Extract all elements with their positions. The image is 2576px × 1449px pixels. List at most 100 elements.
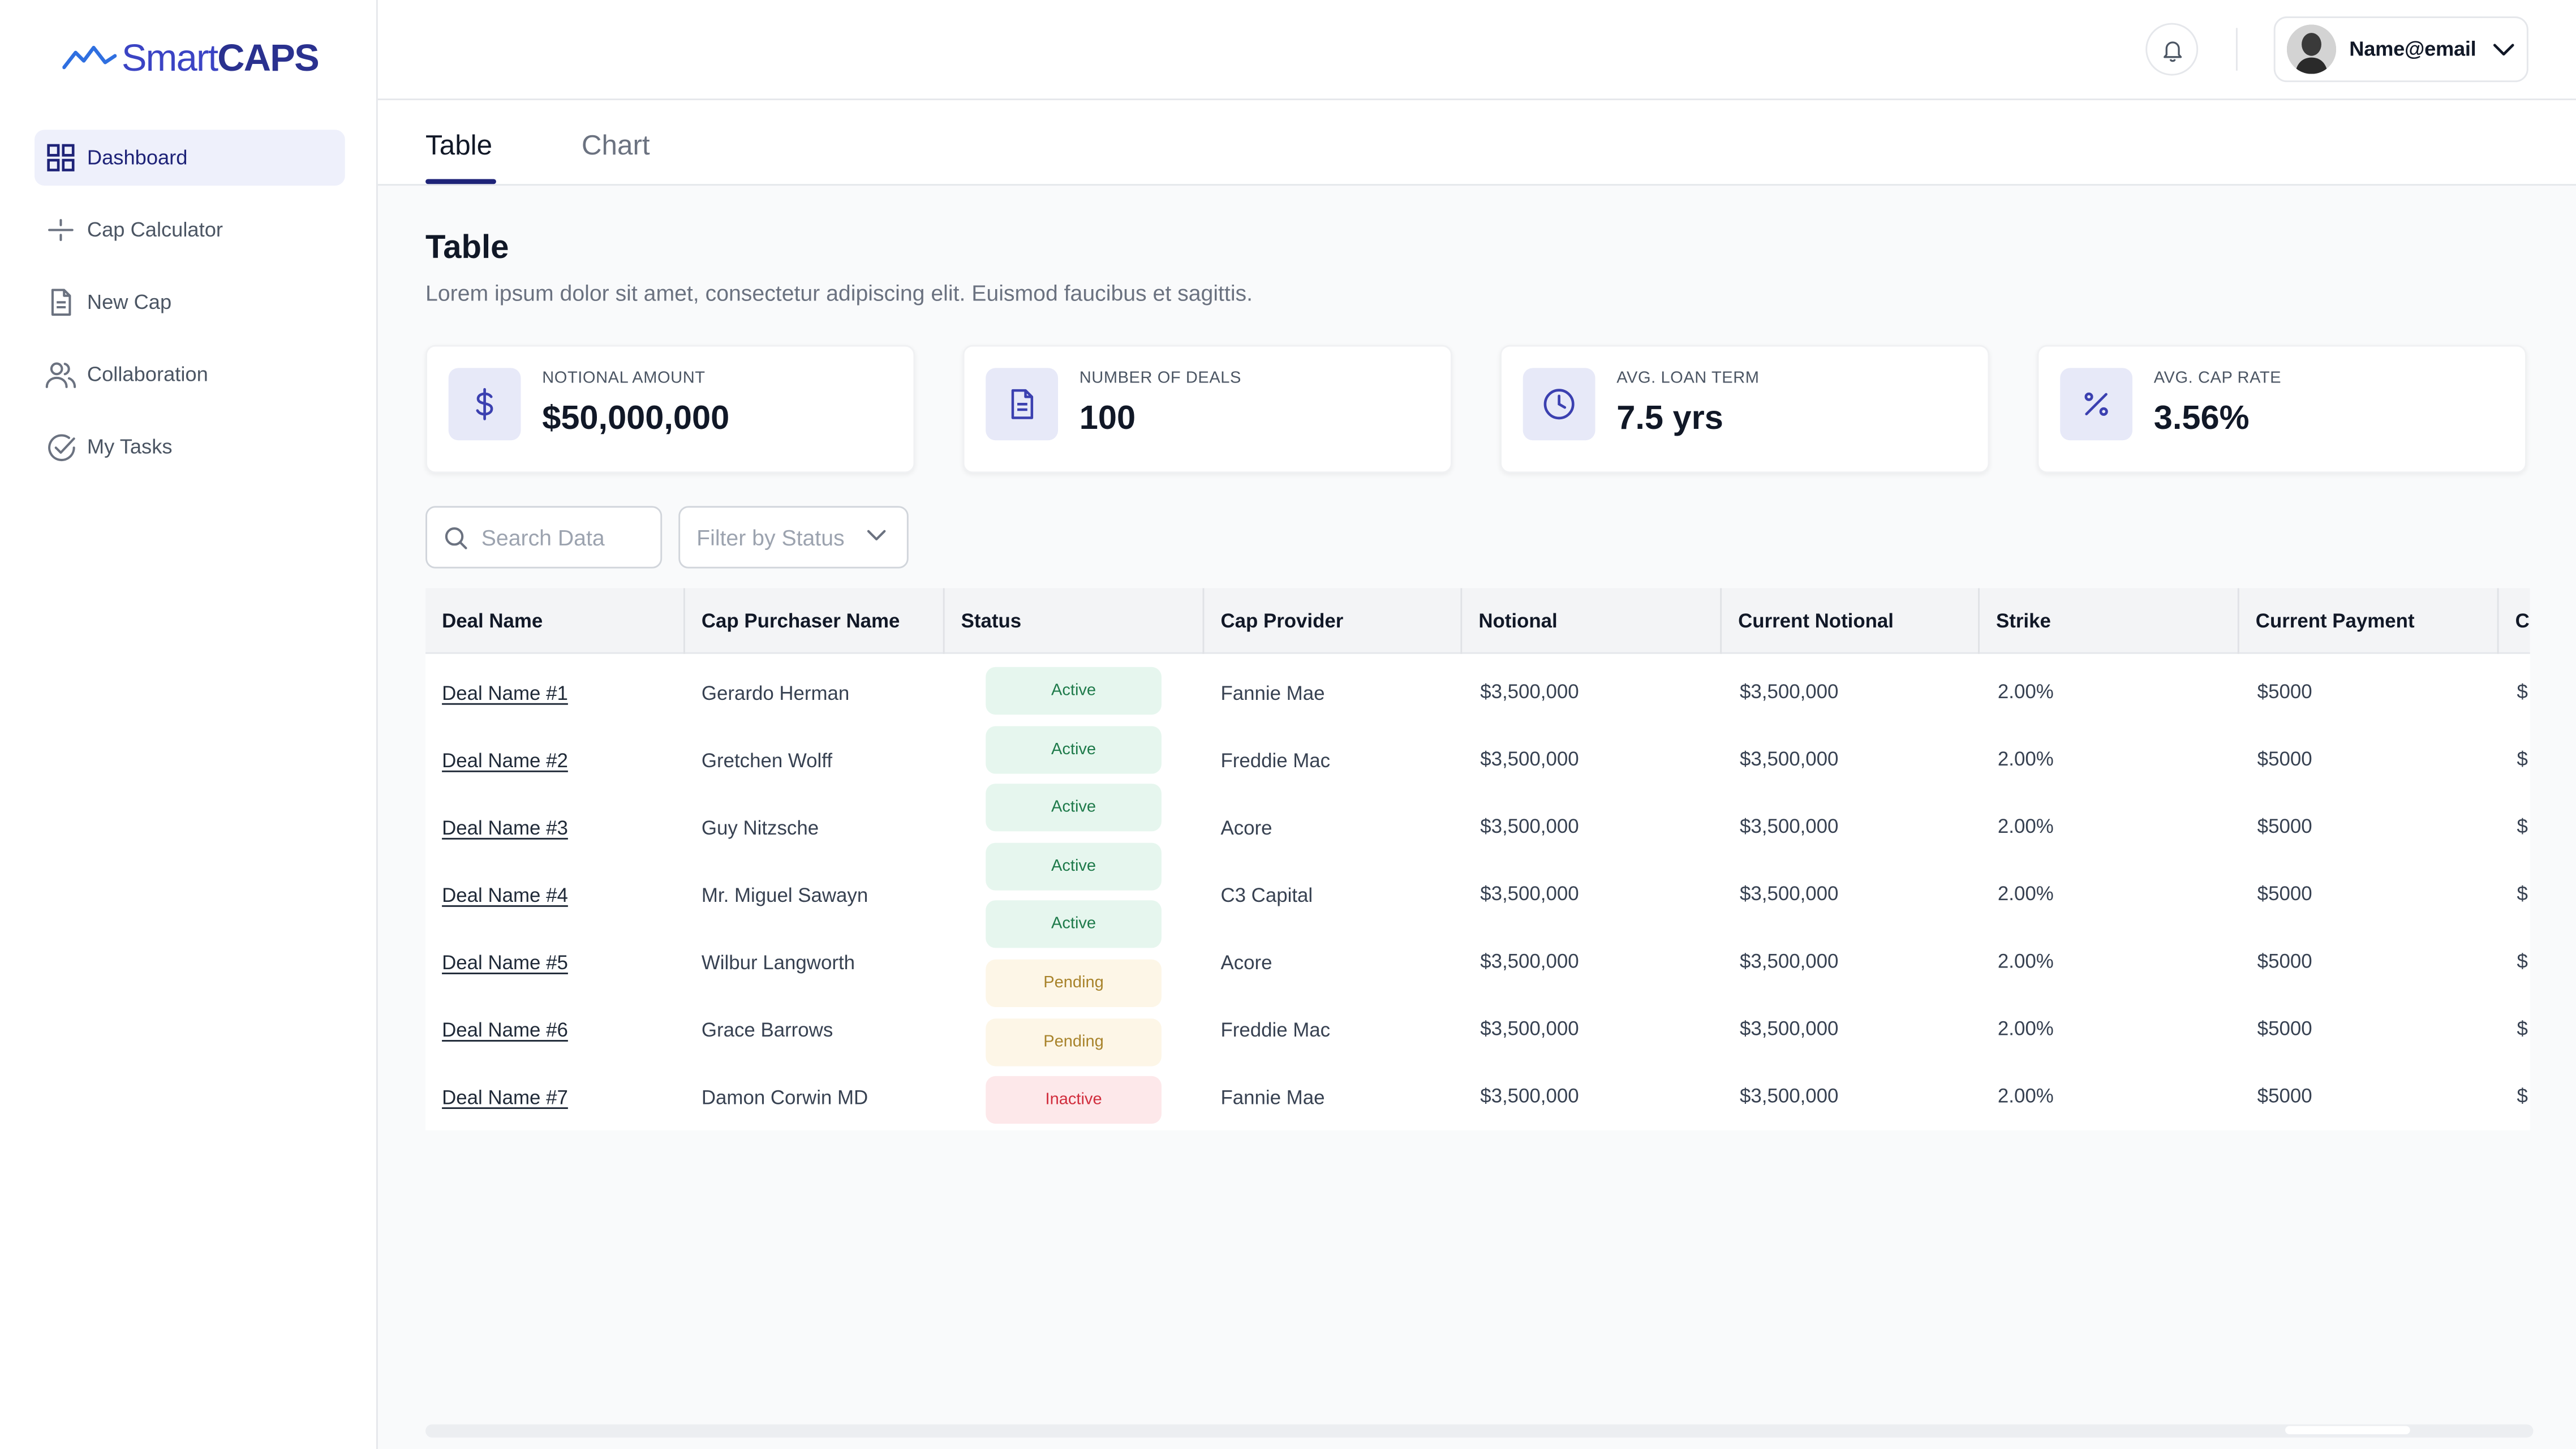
current-notional-cell: $3,500,000	[1740, 680, 1839, 703]
current-notional-cell: $3,500,000	[1740, 949, 1839, 973]
sidebar-item-my-tasks[interactable]: My Tasks	[35, 419, 345, 475]
provider-cell: Fannie Mae	[1220, 682, 1325, 705]
status-badge: Pending	[986, 1018, 1162, 1066]
deal-name-link[interactable]: Deal Name #3	[442, 816, 568, 840]
divide-icon	[44, 213, 77, 246]
current-payment-cell: $5000	[2257, 882, 2312, 905]
search-box[interactable]	[425, 506, 663, 569]
current-payment-cell: $5000	[2257, 747, 2312, 771]
deal-name-link[interactable]: Deal Name #2	[442, 749, 568, 772]
search-input[interactable]	[481, 524, 646, 550]
document-icon	[44, 286, 77, 319]
column-header-next[interactable]: Cu	[2515, 609, 2530, 633]
current-notional-cell: $3,500,000	[1740, 747, 1839, 771]
purchaser-cell: Guy Nitzsche	[701, 816, 819, 840]
sidebar-item-dashboard[interactable]: Dashboard	[34, 130, 345, 186]
purchaser-cell: Grace Barrows	[701, 1018, 833, 1042]
stat-label: NOTIONAL AMOUNT	[542, 369, 706, 388]
current-notional-cell: $3,500,000	[1740, 882, 1839, 905]
stat-card-loan-term: AVG. LOAN TERM 7.5 yrs	[1500, 345, 1990, 474]
divider	[2235, 28, 2238, 71]
purchaser-cell: Gretchen Wolff	[701, 749, 832, 772]
notional-cell: $3,500,000	[1480, 747, 1579, 771]
purchaser-cell: Gerardo Herman	[701, 682, 850, 705]
strike-cell: 2.00%	[1997, 949, 2054, 973]
column-header-cap-provider[interactable]: Cap Provider	[1204, 588, 1463, 654]
percent-icon	[2060, 368, 2133, 441]
next-column-cell: $	[2517, 680, 2528, 703]
deal-name-link[interactable]: Deal Name #4	[442, 884, 568, 907]
deal-name-link[interactable]: Deal Name #7	[442, 1086, 568, 1109]
notional-cell: $3,500,000	[1480, 680, 1579, 703]
current-notional-cell: $3,500,000	[1740, 815, 1839, 838]
tab-bar: Table Chart	[377, 100, 2576, 186]
tab-chart[interactable]: Chart	[581, 130, 650, 161]
deal-name-link[interactable]: Deal Name #1	[442, 682, 568, 705]
logo-smart: Smart	[121, 35, 218, 78]
column-header-strike[interactable]: Strike	[1980, 588, 2239, 654]
sidebar-item-label: Cap Calculator	[87, 218, 223, 242]
next-column-cell: $	[2517, 747, 2528, 771]
scrollbar-thumb[interactable]	[2285, 1426, 2410, 1434]
sidebar-item-cap-calculator[interactable]: Cap Calculator	[35, 202, 345, 258]
notional-cell: $3,500,000	[1480, 882, 1579, 905]
tab-table[interactable]: Table	[425, 130, 493, 161]
column-header-deal-name[interactable]: Deal Name	[425, 588, 685, 654]
notional-cell: $3,500,000	[1480, 1084, 1579, 1108]
deal-name-link[interactable]: Deal Name #5	[442, 951, 568, 974]
search-icon	[445, 526, 467, 549]
status-filter-dropdown[interactable]: Filter by Status	[678, 506, 909, 569]
purchaser-cell: Wilbur Langworth	[701, 951, 855, 974]
provider-cell: Acore	[1220, 951, 1272, 974]
table-header: Deal Name Cap Purchaser Name Status Cap …	[425, 588, 2530, 654]
stat-value: 3.56%	[2153, 399, 2250, 437]
strike-cell: 2.00%	[1997, 882, 2054, 905]
column-header-current-payment[interactable]: Current Payment	[2239, 588, 2499, 654]
deal-name-link[interactable]: Deal Name #6	[442, 1018, 568, 1042]
column-header-cap-purchaser[interactable]: Cap Purchaser Name	[685, 588, 945, 654]
chevron-down-icon	[2493, 43, 2515, 55]
user-email: Name@email	[2349, 37, 2476, 61]
clock-icon	[1523, 368, 1596, 441]
current-payment-cell: $5000	[2257, 1084, 2312, 1108]
provider-cell: Freddie Mac	[1220, 1018, 1331, 1042]
next-column-cell: $	[2517, 1017, 2528, 1040]
status-badge: Active	[986, 725, 1162, 773]
sidebar-item-label: Dashboard	[87, 146, 188, 170]
horizontal-scrollbar[interactable]	[425, 1424, 2534, 1438]
stat-label: AVG. LOAN TERM	[1616, 369, 1760, 388]
top-bar: Name@email	[377, 0, 2576, 101]
check-circle-icon	[44, 431, 77, 463]
column-header-current-notional[interactable]: Current Notional	[1722, 588, 1980, 654]
sidebar-item-label: Collaboration	[87, 363, 208, 386]
logo[interactable]: SmartCAPS	[62, 35, 320, 79]
status-badge: Active	[986, 901, 1162, 949]
provider-cell: C3 Capital	[1220, 884, 1313, 907]
sidebar: SmartCAPS Dashboard Cap Calculator New C…	[0, 0, 378, 1449]
stat-card-deals: NUMBER OF DEALS 100	[962, 345, 1452, 474]
strike-cell: 2.00%	[1997, 747, 2054, 771]
provider-cell: Freddie Mac	[1220, 749, 1331, 772]
status-filter-label: Filter by Status	[696, 524, 845, 550]
sidebar-nav: Dashboard Cap Calculator New Cap Collabo…	[34, 130, 345, 491]
user-menu[interactable]: Name@email	[2273, 16, 2528, 83]
deals-table: Deal Name Cap Purchaser Name Status Cap …	[425, 588, 2530, 1130]
sidebar-item-collaboration[interactable]: Collaboration	[35, 347, 345, 403]
notional-cell: $3,500,000	[1480, 949, 1579, 973]
strike-cell: 2.00%	[1997, 1017, 2054, 1040]
column-header-notional[interactable]: Notional	[1462, 588, 1722, 654]
logo-caps: CAPS	[217, 35, 319, 78]
notifications-button[interactable]	[2145, 23, 2199, 76]
sidebar-item-new-cap[interactable]: New Cap	[35, 274, 345, 330]
dollar-icon	[448, 368, 521, 441]
logo-text: SmartCAPS	[121, 35, 320, 79]
notional-cell: $3,500,000	[1480, 1017, 1579, 1040]
purchaser-cell: Mr. Miguel Sawayn	[701, 884, 868, 907]
stat-value: 100	[1079, 399, 1136, 437]
document-icon	[986, 368, 1058, 441]
status-badge: Active	[986, 842, 1162, 891]
current-payment-cell: $5000	[2257, 1017, 2312, 1040]
purchaser-cell: Damon Corwin MD	[701, 1086, 868, 1109]
strike-cell: 2.00%	[1997, 1084, 2054, 1108]
column-header-status[interactable]: Status	[945, 588, 1205, 654]
